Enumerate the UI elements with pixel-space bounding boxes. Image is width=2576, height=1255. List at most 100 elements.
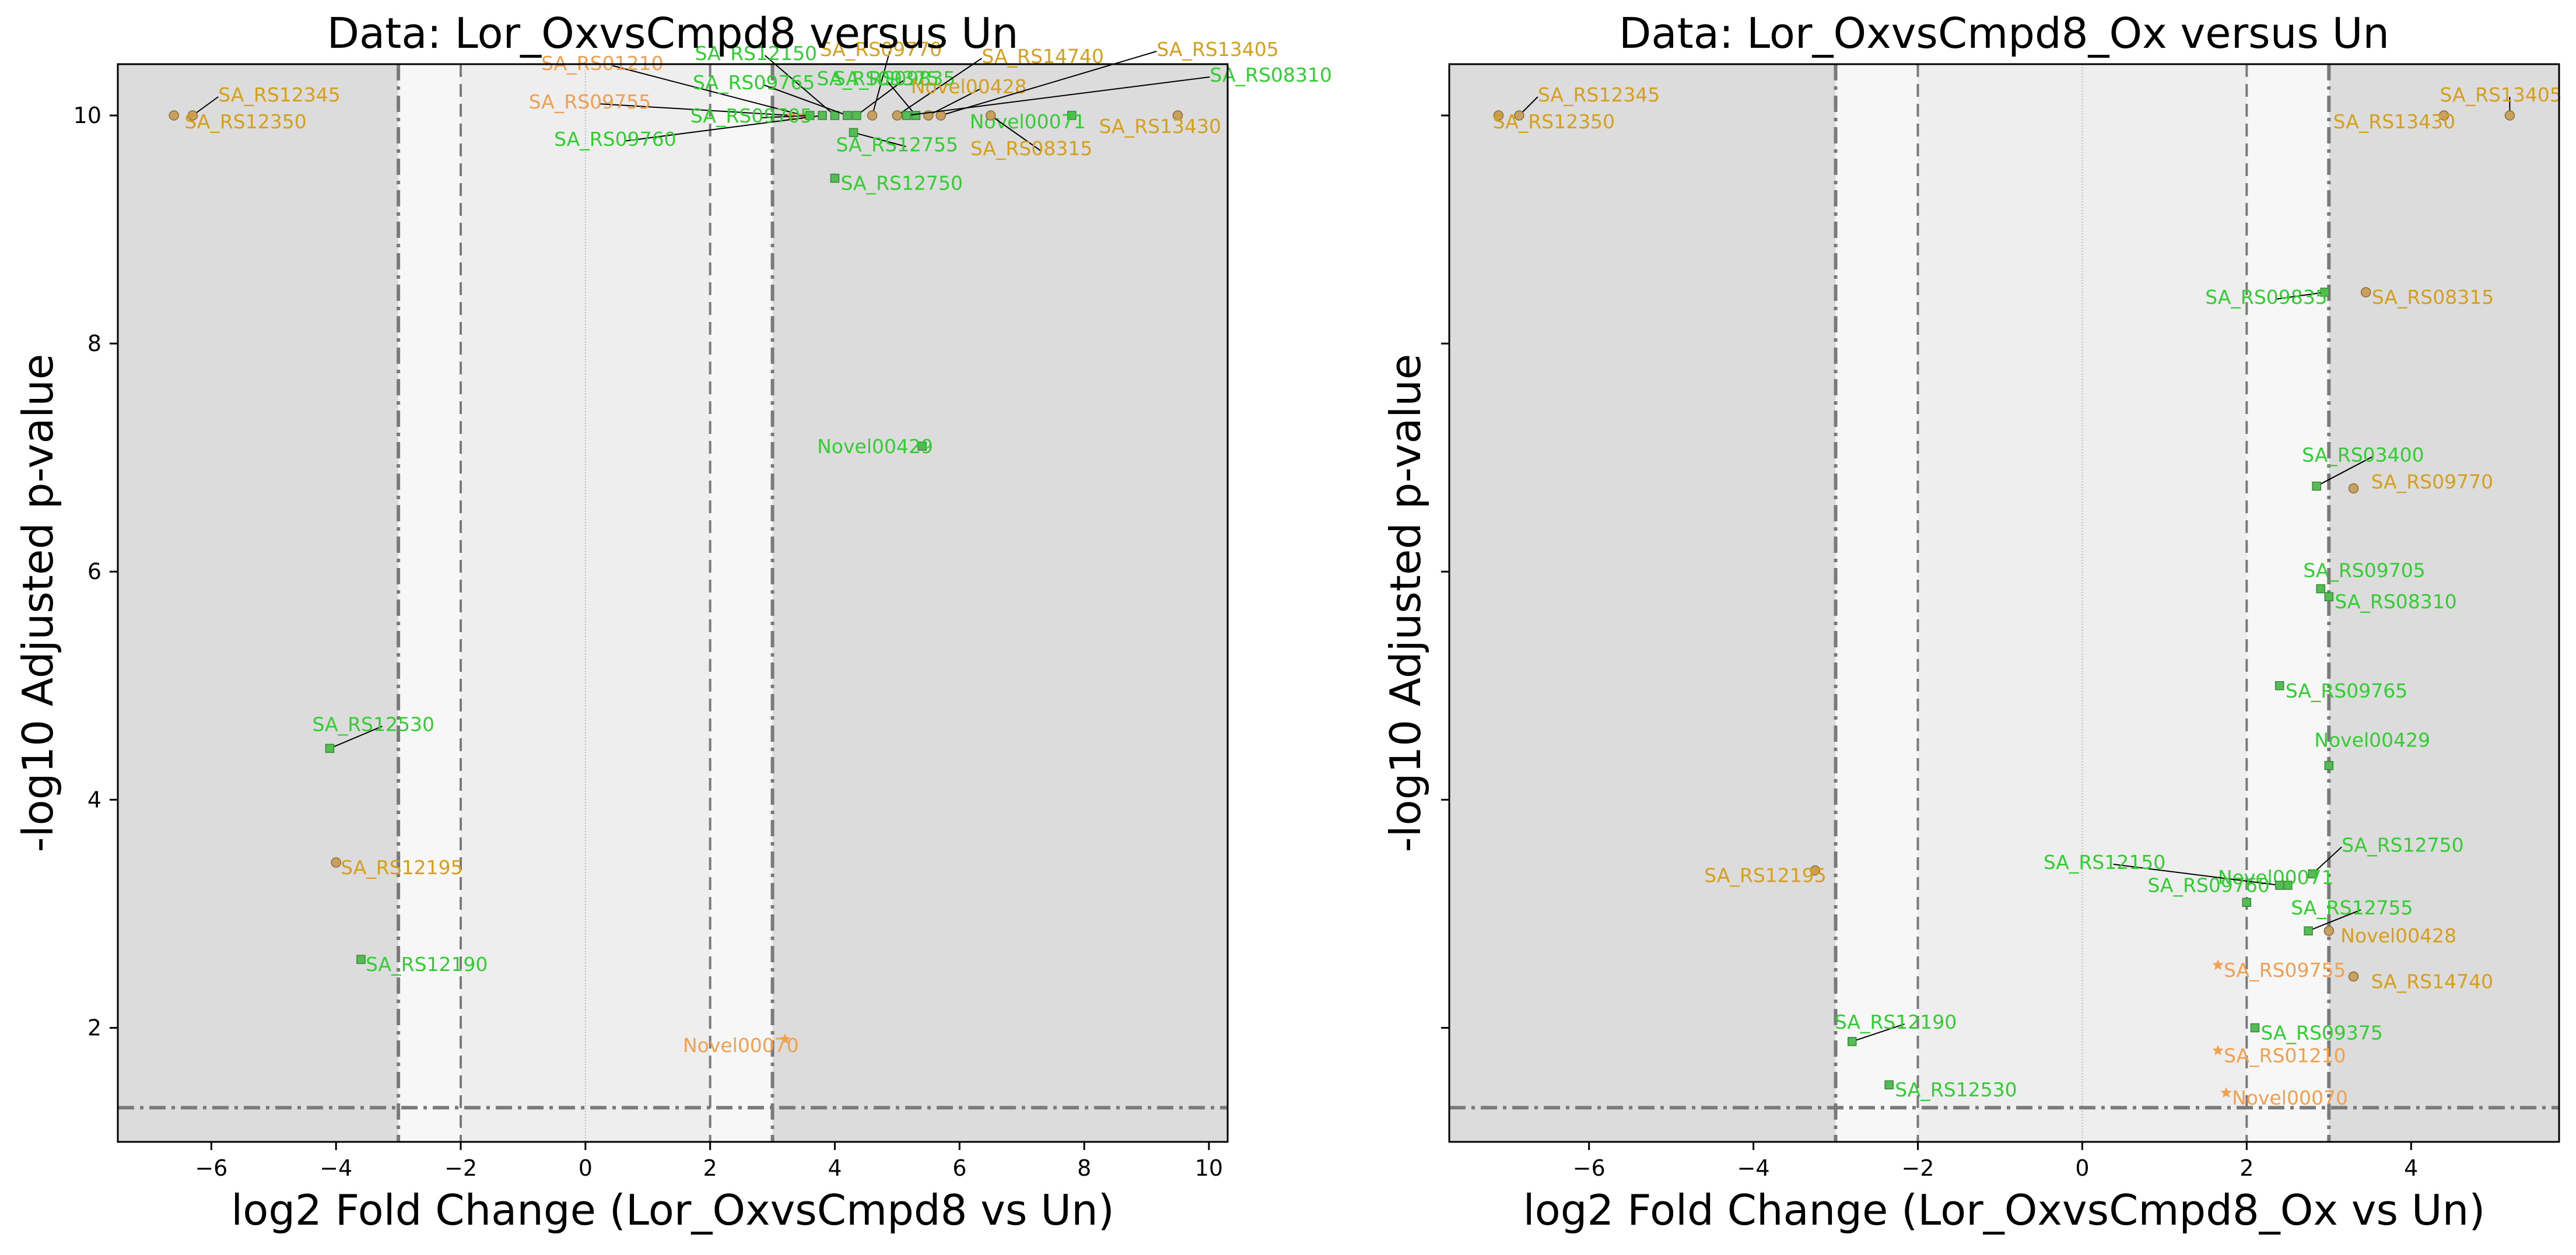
chart-title: Data: Lor_OxvsCmpd8 versus Un [327, 9, 1019, 58]
x-tick-label: 4 [828, 1155, 842, 1181]
point-label: SA_RS09770 [2371, 470, 2494, 493]
point-label: Novel00429 [817, 435, 933, 458]
plot-area [1449, 64, 2559, 1142]
x-tick-label: 0 [579, 1155, 593, 1181]
point-marker [2308, 869, 2317, 879]
point-marker [2274, 681, 2284, 690]
point-label: Novel00070 [2232, 1086, 2348, 1109]
point-label: SA_RS09835 [833, 67, 956, 90]
point-label: SA_RS12350 [1493, 110, 1615, 133]
y-axis-label: -log10 Adjusted p-value [1381, 354, 1430, 853]
point-marker [1514, 110, 1524, 121]
point-label: SA_RS13430 [1099, 115, 1221, 138]
point-marker [2304, 926, 2313, 935]
y-axis-label: -log10 Adjusted p-value [13, 354, 62, 853]
point-label: SA_RS12190 [1835, 1011, 1957, 1033]
point-label: SA_RS09770 [820, 38, 942, 61]
leader-line [896, 58, 982, 116]
point-marker [1847, 1037, 1857, 1046]
point-label: SA_RS01210 [2224, 1044, 2346, 1067]
point-marker [1493, 110, 1504, 121]
point-marker [2316, 584, 2325, 594]
x-tick-label: 4 [2404, 1155, 2418, 1181]
point-marker [2504, 110, 2515, 121]
point-label: SA_RS08315 [970, 137, 1093, 160]
point-marker [2212, 959, 2224, 970]
point-label: SA_RS09375 [816, 67, 939, 90]
point-marker [2360, 287, 2371, 297]
point-marker [187, 110, 198, 121]
x-tick-label: 0 [2075, 1155, 2089, 1181]
point-marker [2274, 881, 2284, 890]
leader-line [2113, 864, 2280, 886]
point-label: SA_RS08310 [2335, 590, 2457, 613]
leader-line [886, 80, 917, 116]
leader-line [856, 80, 904, 116]
point-label: SA_RS09760 [2147, 874, 2270, 896]
point-label: SA_RS12750 [840, 172, 963, 195]
leader-line [760, 115, 810, 118]
point-label: SA_RS12150 [2044, 851, 2166, 874]
point-label: SA_RS13405 [1156, 38, 1278, 61]
leader-line [2275, 292, 2325, 300]
leader-line [2312, 846, 2342, 875]
point-marker [852, 111, 861, 120]
point-marker [786, 110, 797, 121]
point-label: SA_RS09755 [529, 90, 651, 113]
leader-line [871, 51, 891, 116]
x-tick-label: 8 [1077, 1155, 1091, 1181]
point-marker [2212, 1044, 2224, 1056]
point-marker [818, 111, 827, 120]
x-tick-label: −4 [1737, 1155, 1770, 1181]
point-marker [1884, 1080, 1894, 1089]
point-marker [2220, 1086, 2232, 1098]
point-label: Novel00070 [683, 1034, 799, 1057]
point-label: SA_RS03400 [2302, 444, 2424, 467]
point-label: SA_RS12750 [2342, 833, 2464, 856]
leader-line [2308, 909, 2361, 932]
point-label: SA_RS12755 [2291, 896, 2413, 919]
y-tick-label: 8 [87, 331, 101, 356]
x-tick-label: −6 [195, 1155, 227, 1181]
point-label: SA_RS12190 [366, 953, 488, 976]
x-tick-label: 2 [2239, 1155, 2253, 1181]
point-marker [2250, 1023, 2260, 1033]
point-marker [325, 744, 335, 753]
shade-light-region [1835, 64, 1918, 1142]
point-marker [805, 111, 815, 120]
point-marker [2324, 592, 2334, 601]
point-label: SA_RS12195 [1704, 864, 1827, 887]
leader-line [906, 76, 1210, 116]
point-marker [169, 110, 179, 121]
x-tick-label: 2 [703, 1155, 717, 1181]
point-marker [902, 111, 912, 120]
point-label: SA_RS09755 [2224, 959, 2346, 981]
point-marker [830, 173, 840, 183]
x-tick-label: 6 [952, 1155, 966, 1181]
axes-frame [117, 63, 1229, 1143]
chart-title: Data: Lor_OxvsCmpd8_Ox versus Un [1619, 9, 2389, 58]
leader-line [2316, 456, 2372, 487]
x-tick-label: −2 [444, 1155, 477, 1181]
point-label: SA_RS12755 [836, 133, 959, 156]
point-label: SA_RS13430 [2333, 110, 2456, 133]
point-marker [911, 111, 921, 120]
point-label: SA_RS12350 [184, 110, 307, 133]
point-label: SA_RS12345 [1538, 83, 1660, 106]
x-axis-label: log2 Fold Change (Lor_OxvsCmpd8 vs Un) [231, 1186, 1114, 1235]
point-marker [1810, 865, 1821, 876]
x-tick-label: 10 [1195, 1155, 1223, 1181]
leader-line [928, 88, 982, 116]
point-label: SA_RS12150 [695, 42, 817, 65]
x-tick-label: −4 [320, 1155, 352, 1181]
leader-line [764, 55, 836, 116]
point-label: SA_RS13405 [2440, 83, 2562, 106]
leader-line [623, 115, 823, 142]
point-marker [331, 857, 341, 868]
point-marker [830, 111, 840, 120]
leader-line [1852, 1023, 1905, 1042]
point-marker [917, 441, 927, 451]
axes-frame [1448, 63, 2560, 1143]
point-label: SA_RS08315 [2372, 286, 2494, 309]
